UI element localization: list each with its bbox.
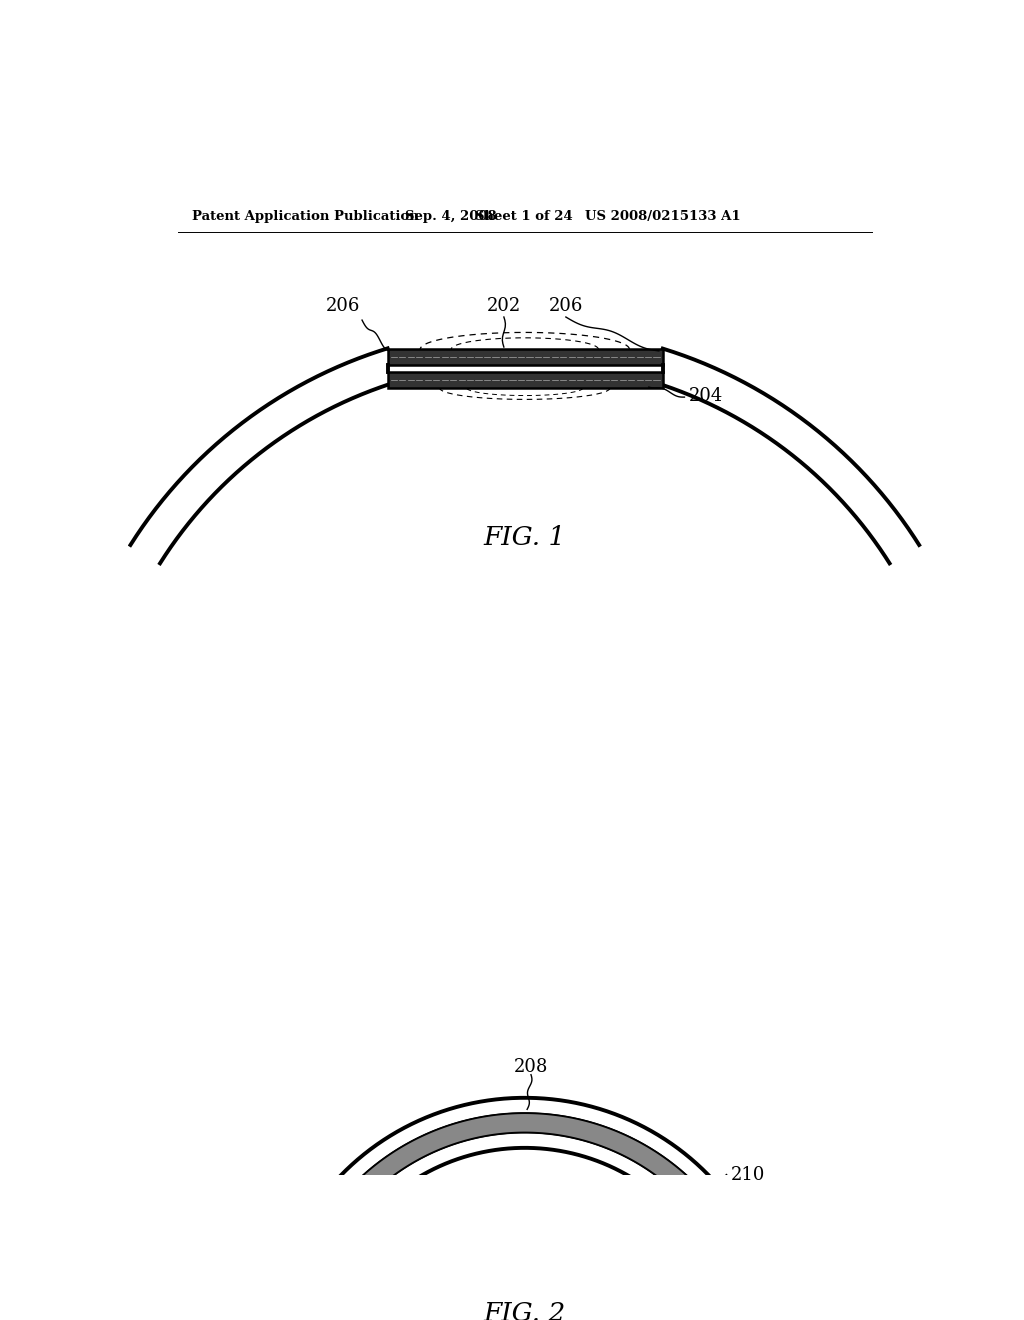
Text: 206: 206	[327, 297, 360, 315]
Bar	[388, 350, 663, 364]
Text: FIG. 1: FIG. 1	[483, 525, 566, 549]
Text: Sep. 4, 2008: Sep. 4, 2008	[406, 210, 497, 223]
Text: 202: 202	[486, 297, 521, 315]
Text: 208: 208	[514, 1059, 548, 1076]
Polygon shape	[685, 1188, 709, 1210]
Bar	[388, 372, 663, 388]
Text: 204: 204	[689, 387, 723, 404]
Text: 206: 206	[549, 297, 583, 315]
Text: Patent Application Publication: Patent Application Publication	[191, 210, 418, 223]
Text: FIG. 2: FIG. 2	[483, 1302, 566, 1320]
Text: US 2008/0215133 A1: US 2008/0215133 A1	[586, 210, 741, 223]
Text: 210: 210	[730, 1166, 765, 1184]
Text: Sheet 1 of 24: Sheet 1 of 24	[475, 210, 573, 223]
Polygon shape	[341, 1113, 709, 1210]
Polygon shape	[341, 1188, 365, 1210]
